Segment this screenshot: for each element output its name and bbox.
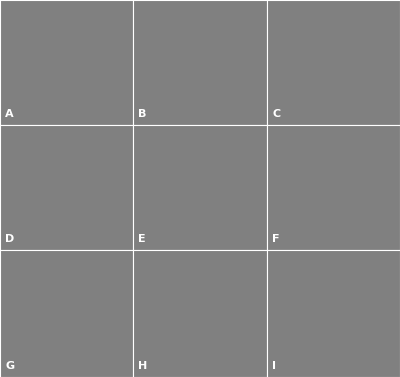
Text: F: F — [272, 234, 280, 244]
Text: I: I — [272, 361, 276, 371]
Text: A: A — [5, 109, 14, 119]
Text: D: D — [5, 234, 14, 244]
Text: B: B — [138, 109, 147, 119]
Text: E: E — [138, 234, 146, 244]
Text: H: H — [138, 361, 148, 371]
Text: G: G — [5, 361, 14, 371]
Text: C: C — [272, 109, 280, 119]
